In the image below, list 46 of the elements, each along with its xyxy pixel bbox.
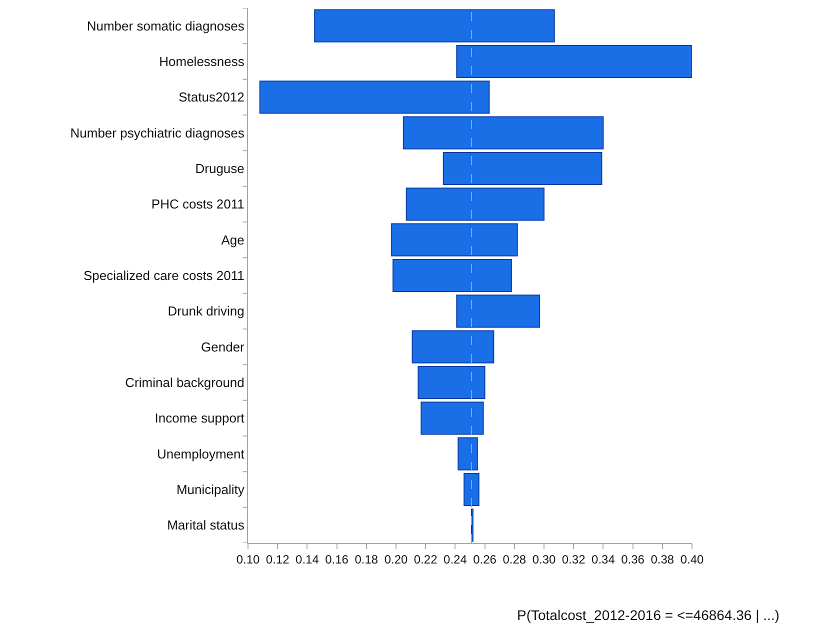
y-tick-label: Druguse — [195, 161, 244, 176]
y-tick-label: Income support — [154, 410, 245, 426]
x-tick-label: 0.32 — [562, 552, 586, 566]
bar — [442, 152, 602, 186]
x-tick-label: 0.40 — [680, 552, 704, 566]
bar — [418, 366, 486, 400]
bar — [456, 294, 540, 328]
y-tick-label: Unemployment — [156, 446, 245, 462]
y-tick-label: Age — [221, 232, 244, 248]
y-tick-label: Criminal background — [125, 375, 244, 390]
x-tick-label: 0.12 — [266, 552, 290, 566]
bar — [456, 44, 692, 78]
bar — [412, 330, 494, 364]
y-tick-label: Drunk driving — [168, 304, 244, 319]
bar — [420, 402, 484, 435]
x-tick-label: 0.26 — [473, 552, 497, 566]
y-tick-label: Marital status — [167, 518, 245, 533]
x-tick-label: 0.14 — [296, 552, 320, 566]
y-tick-label: Municipality — [176, 482, 245, 498]
x-tick-label: 0.18 — [354, 552, 378, 566]
x-tick-label: 0.20 — [384, 552, 408, 566]
x-tick-label: 0.10 — [236, 552, 260, 566]
y-tick-label: Specialized care costs 2011 — [83, 268, 244, 284]
y-tick-label: PHC costs 2011 — [151, 196, 244, 212]
x-tick-label: 0.16 — [325, 552, 349, 566]
y-tick-label: Gender — [201, 339, 246, 354]
x-tick-label: 0.24 — [444, 552, 468, 566]
x-tick-label: 0.28 — [502, 552, 526, 566]
x-tick-label: 0.38 — [650, 552, 674, 566]
bar — [392, 258, 512, 292]
y-tick-label: Status2012 — [178, 90, 244, 105]
bar — [464, 472, 480, 506]
bar — [406, 188, 544, 221]
bar — [458, 437, 478, 470]
bar — [402, 116, 604, 150]
x-tick-label: 0.36 — [621, 552, 645, 566]
x-tick-label: 0.30 — [532, 552, 556, 566]
bar — [391, 223, 518, 256]
x-tick-label: 0.34 — [592, 552, 616, 566]
x-tick-label: 0.22 — [414, 552, 438, 566]
y-tick-label: Number psychiatric diagnoses — [70, 125, 245, 140]
y-tick-label: Homelessness — [159, 54, 245, 70]
y-tick-label: Number somatic diagnoses — [86, 18, 245, 34]
x-axis-title: P(Totalcost_2012-2016 = <=46864.36 | ...) — [517, 607, 780, 623]
bar — [314, 9, 555, 42]
bar — [259, 80, 490, 114]
